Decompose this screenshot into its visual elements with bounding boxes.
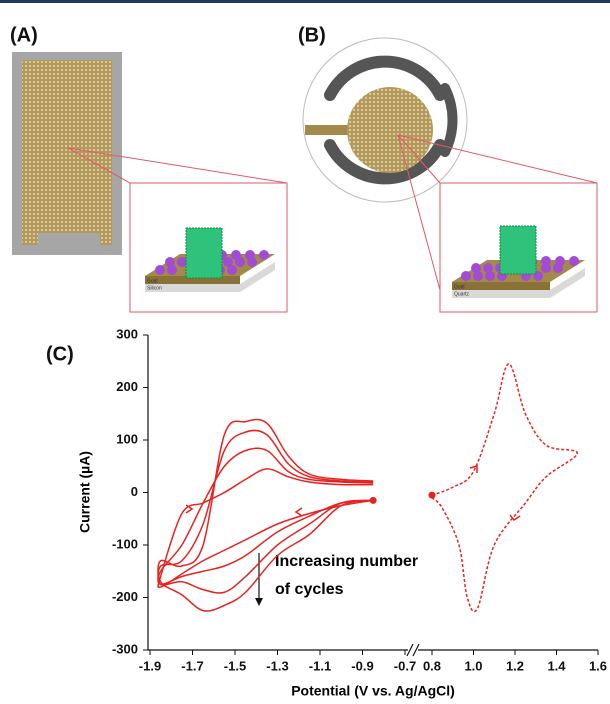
- layer-label: Quartz: [454, 291, 470, 297]
- axis-break: [407, 644, 419, 656]
- annotation: of cycles: [275, 581, 344, 598]
- x-tick-label: 0.8: [423, 658, 441, 673]
- panel-label: (A): [10, 24, 38, 46]
- annotation-arrowhead: [255, 598, 263, 606]
- layer-label: Gold: [454, 284, 465, 290]
- start-marker: [429, 492, 436, 499]
- x-axis-title: Potential (V vs. Ag/AgCl): [291, 683, 455, 699]
- inset-b: Gold Quartz: [452, 226, 585, 298]
- layer-label: Gold: [147, 278, 158, 284]
- layer-label: Silicon: [147, 285, 162, 291]
- y-tick-label: 300: [116, 326, 138, 341]
- x-tick-label: -1.9: [139, 658, 161, 673]
- figure: (A) Gold Silicon (B): [0, 0, 610, 704]
- x-tick-label: -1.3: [266, 658, 288, 673]
- top-bar: [0, 0, 610, 3]
- y-axis-title: Current (µA): [77, 451, 93, 533]
- y-tick-label: 0: [131, 484, 138, 499]
- x-tick-label: -1.5: [224, 658, 246, 673]
- y-tick-label: -100: [112, 536, 138, 551]
- x-tick-label: 1.2: [506, 658, 524, 673]
- x-tick-label: 1.4: [547, 658, 566, 673]
- panel-label: (B): [298, 24, 326, 46]
- y-tick-label: 100: [116, 431, 138, 446]
- y-tick-label: 200: [116, 379, 138, 394]
- x-tick-label: 1.0: [464, 658, 482, 673]
- y-tick-label: -200: [112, 589, 138, 604]
- direction-arrows: [186, 466, 520, 520]
- electrode-a: [12, 52, 287, 312]
- cv-curve: [432, 364, 577, 612]
- page: {"panels": { "a": {"label": "(A)", "inse…: [0, 0, 610, 704]
- panel-label: (C): [46, 343, 74, 365]
- x-tick-label: -0.7: [394, 658, 416, 673]
- annotation: Increasing number: [275, 553, 418, 570]
- x-tick-label: -0.9: [351, 658, 373, 673]
- x-tick-label: -1.7: [181, 658, 203, 673]
- y-tick-label: -300: [112, 641, 138, 656]
- inset-a: Gold Silicon: [145, 228, 275, 292]
- x-tick-label: 1.6: [589, 658, 607, 673]
- x-tick-label: -1.1: [309, 658, 331, 673]
